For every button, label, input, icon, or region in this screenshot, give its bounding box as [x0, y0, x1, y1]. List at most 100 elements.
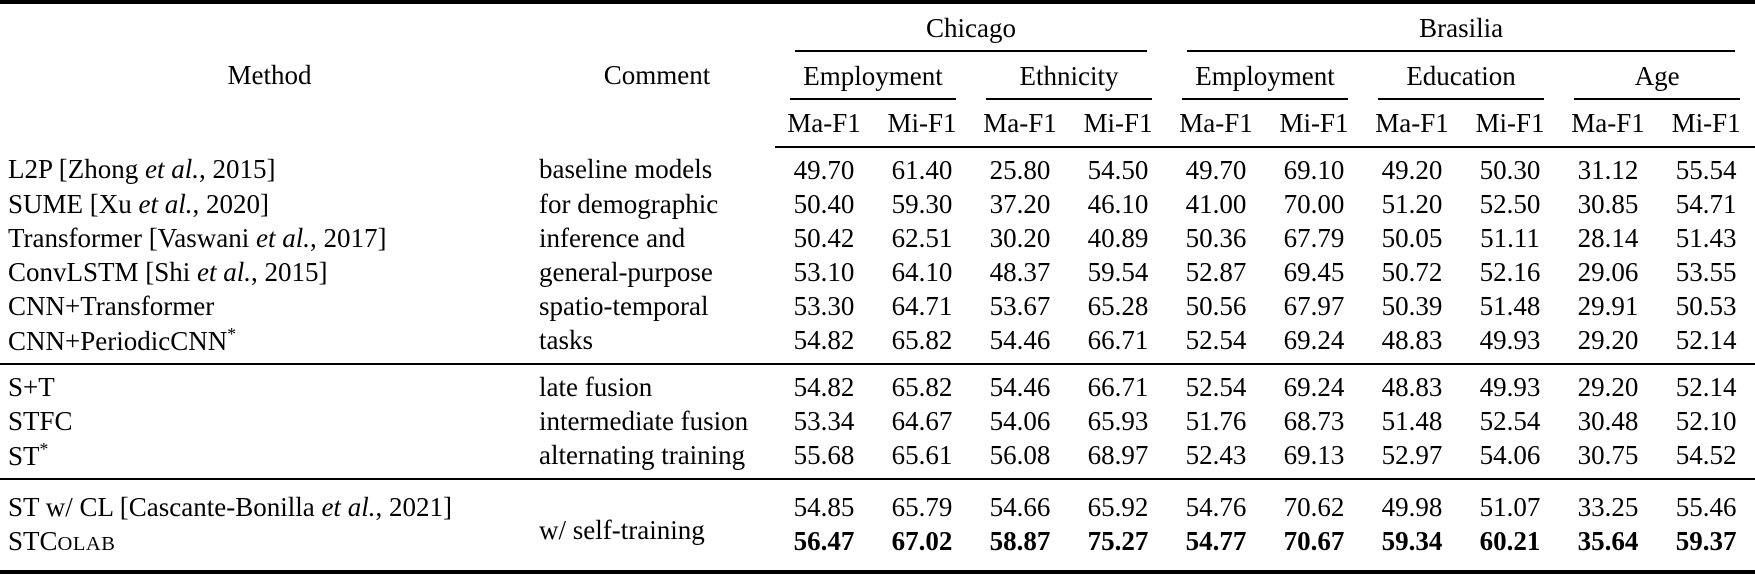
value-cell: 53.55 — [1675, 256, 1737, 287]
value-cell: 55.54 — [1675, 154, 1737, 185]
value-cell: 54.50 — [1087, 154, 1149, 185]
value-cell: 52.54 — [1479, 405, 1541, 436]
method-text: S+T — [8, 371, 55, 402]
value-cell: 50.42 — [793, 222, 855, 253]
row-block: L2P [Zhong et al., 2015] baseline models 4… — [0, 147, 1755, 364]
value-cell: 48.83 — [1363, 363, 1462, 404]
value-cell: 46.10 — [1087, 188, 1149, 219]
metric-header: Mi-F1 — [873, 100, 971, 148]
value-cell: 69.10 — [1283, 154, 1345, 185]
value-cell: 48.83 — [1381, 324, 1443, 355]
subgroup-header-brasilia-age: Age — [1559, 52, 1755, 100]
value-cell: 52.14 — [1657, 363, 1755, 404]
value-cell: 49.70 — [1185, 154, 1247, 185]
value-cell: 40.89 — [1087, 222, 1149, 253]
method-text: STFC — [8, 405, 73, 436]
value-cell: 64.71 — [891, 290, 953, 321]
comment-cell: baseline models — [539, 154, 713, 184]
value-cell: 67.97 — [1283, 290, 1345, 321]
method-cell: SUME [Xu et al., 2020] — [0, 187, 531, 221]
value-cell: 30.48 — [1577, 405, 1639, 436]
method-text: SUME [Xu — [8, 188, 139, 219]
value-cell: 60.21 — [1479, 525, 1541, 556]
metric-header: Mi-F1 — [1657, 100, 1755, 148]
value-cell: 30.20 — [989, 222, 1051, 253]
table-row: Transformer [Vaswani et al., 2017] infere… — [0, 221, 1755, 255]
value-cell: 54.06 — [1479, 439, 1541, 470]
subgroup-header-chicago-ethnicity: Ethnicity — [971, 52, 1167, 100]
value-cell: 51.48 — [1381, 405, 1443, 436]
value-cell: 55.46 — [1657, 478, 1755, 524]
value-cell: 66.71 — [1069, 363, 1168, 404]
method-text: CNN+Transformer — [8, 290, 215, 321]
value-cell: 49.20 — [1381, 154, 1443, 185]
metric-header: Ma-F1 — [1363, 100, 1462, 148]
value-cell: 52.97 — [1381, 439, 1443, 470]
value-cell: 65.61 — [891, 439, 953, 470]
value-cell: 54.06 — [989, 405, 1051, 436]
value-cell: 54.82 — [793, 324, 855, 355]
method-text: et al. — [321, 491, 376, 522]
col-header-comment: Comment — [603, 60, 711, 90]
comment-cell: intermediate fusion — [539, 405, 749, 436]
group-header-chicago: Chicago — [775, 2, 1167, 52]
value-cell: 25.80 — [989, 154, 1051, 185]
value-cell: 59.34 — [1381, 525, 1443, 556]
value-cell: 52.43 — [1185, 439, 1247, 470]
comment-cell: spatio-temporal — [539, 290, 709, 321]
value-cell: 35.64 — [1577, 525, 1639, 556]
value-cell: 70.62 — [1265, 478, 1364, 524]
value-cell: 65.93 — [1087, 405, 1149, 436]
method-cell: STFC — [0, 404, 531, 438]
value-cell: 69.24 — [1283, 324, 1345, 355]
value-cell: 31.12 — [1577, 154, 1639, 185]
value-cell: 49.93 — [1479, 324, 1541, 355]
value-cell: 68.73 — [1283, 405, 1345, 436]
value-cell: 29.20 — [1577, 324, 1639, 355]
value-cell: 50.36 — [1185, 222, 1247, 253]
value-cell: 64.10 — [891, 256, 953, 287]
method-cell: ST w/ CL [Cascante-Bonilla et al., 2021] — [0, 478, 531, 524]
value-cell: 49.93 — [1461, 363, 1560, 404]
row-block: S+T late fusion 54.82 65.82 54.46 66.71 52.54 6… — [0, 363, 1755, 479]
value-cell: 54.85 — [775, 478, 873, 524]
value-cell: 53.30 — [793, 290, 855, 321]
method-text: CNN+PeriodicCNN — [8, 325, 228, 356]
metric-header: Mi-F1 — [1265, 100, 1364, 148]
value-cell: 54.66 — [971, 478, 1069, 524]
value-cell: 54.46 — [989, 324, 1051, 355]
value-cell: 54.82 — [775, 363, 873, 404]
value-cell: 51.48 — [1479, 290, 1541, 321]
metric-header: Mi-F1 — [1069, 100, 1168, 148]
group-header-brasilia: Brasilia — [1167, 2, 1755, 52]
value-cell: 52.54 — [1185, 324, 1247, 355]
value-cell: 69.13 — [1283, 439, 1345, 470]
value-cell: 41.00 — [1185, 188, 1247, 219]
comment-cell: alternating training — [539, 439, 746, 470]
method-text: ConvLSTM [Shi — [8, 256, 198, 287]
value-cell: 61.40 — [891, 154, 953, 185]
method-text: , 2015] — [251, 256, 328, 287]
value-cell: 51.43 — [1675, 222, 1737, 253]
method-text: * — [227, 323, 236, 344]
value-cell: 49.98 — [1363, 478, 1462, 524]
method-cell: Transformer [Vaswani et al., 2017] — [0, 221, 531, 255]
value-cell: 48.37 — [989, 256, 1051, 287]
method-text: , 2015] — [199, 154, 276, 184]
method-text: ST — [8, 440, 40, 471]
value-cell: 50.40 — [793, 188, 855, 219]
value-cell: 52.10 — [1675, 405, 1737, 436]
value-cell: 68.97 — [1087, 439, 1149, 470]
subgroup-header-chicago-employment: Employment — [775, 52, 971, 100]
metric-header: Ma-F1 — [971, 100, 1069, 148]
value-cell: 51.76 — [1185, 405, 1247, 436]
comment-cell: for demographic — [539, 188, 719, 219]
value-cell: 69.45 — [1283, 256, 1345, 287]
value-cell: 59.30 — [891, 188, 953, 219]
value-cell: 50.53 — [1675, 290, 1737, 321]
value-cell: 51.20 — [1381, 188, 1443, 219]
value-cell: 65.82 — [891, 324, 953, 355]
metric-header: Mi-F1 — [1461, 100, 1560, 148]
method-cell: S+T — [0, 363, 531, 404]
